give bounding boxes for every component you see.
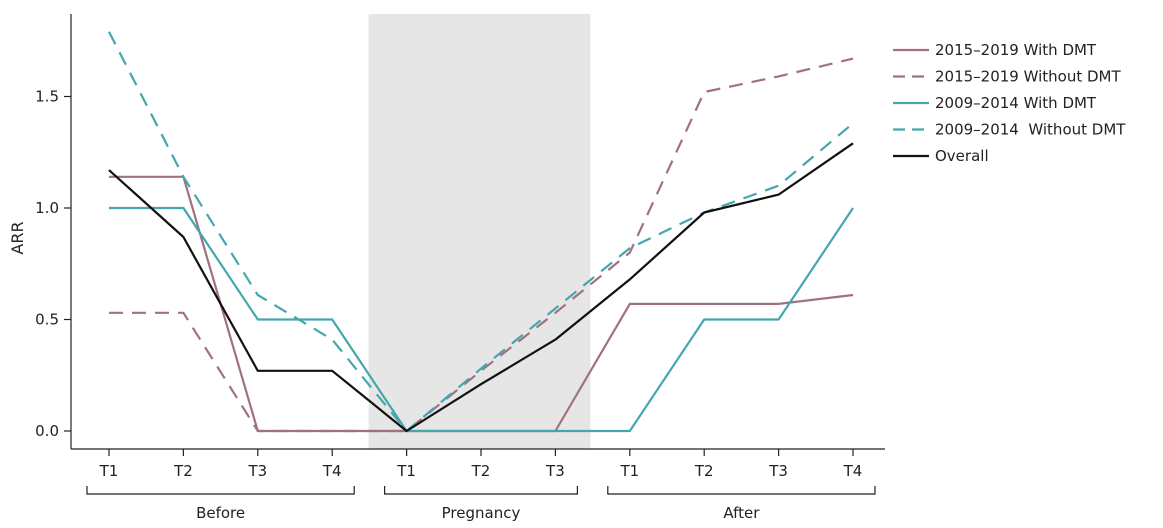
y-tick-label: 0.5 (35, 311, 59, 329)
group-bracket (86, 486, 355, 495)
x-tick-label: T2 (471, 462, 491, 480)
x-tick-label: T1 (396, 462, 416, 480)
x-tick-label: T3 (768, 462, 788, 480)
legend-label: 2009–2014 Without DMT (935, 121, 1126, 139)
x-tick-label: T1 (619, 462, 639, 480)
legend-label: 2015–2019 With DMT (935, 41, 1097, 59)
x-tick-label: T4 (843, 462, 863, 480)
legend: 2015–2019 With DMT 2015–2019 Without DMT 2… (893, 41, 1126, 165)
group-label: Pregnancy (442, 504, 521, 522)
series-line (109, 57, 854, 433)
legend-label: 2015–2019 Without DMT (935, 68, 1121, 86)
group-bracket (384, 486, 578, 495)
legend-label: Overall (935, 147, 989, 165)
x-groups: Before Pregnancy After (86, 486, 876, 522)
y-tick-label: 1.5 (35, 88, 59, 106)
y-tick-label: 0.0 (35, 422, 59, 440)
group-label: After (723, 504, 760, 522)
x-tick-label: T1 (99, 462, 119, 480)
group-label: Before (196, 504, 245, 522)
pregnancy-shaded-region (368, 14, 591, 449)
series-line (108, 142, 854, 433)
x-tick-label: T2 (694, 462, 714, 480)
series-line (108, 31, 854, 433)
group-bracket (607, 486, 876, 495)
y-ticks: 0.0 0.5 1.0 1.5 (35, 88, 71, 440)
legend-label: 2009–2014 With DMT (935, 94, 1097, 112)
series-layer (108, 31, 854, 433)
x-tick-label: T3 (545, 462, 565, 480)
x-ticks: T1 T2 T3 T4 T1 T2 T3 T1 T2 T3 T4 (99, 449, 863, 480)
x-tick-label: T2 (173, 462, 193, 480)
series-line (109, 206, 854, 433)
x-tick-label: T3 (247, 462, 267, 480)
y-tick-label: 1.0 (35, 199, 59, 217)
x-tick-label: T4 (322, 462, 342, 480)
y-axis-title: ARR (8, 221, 27, 254)
